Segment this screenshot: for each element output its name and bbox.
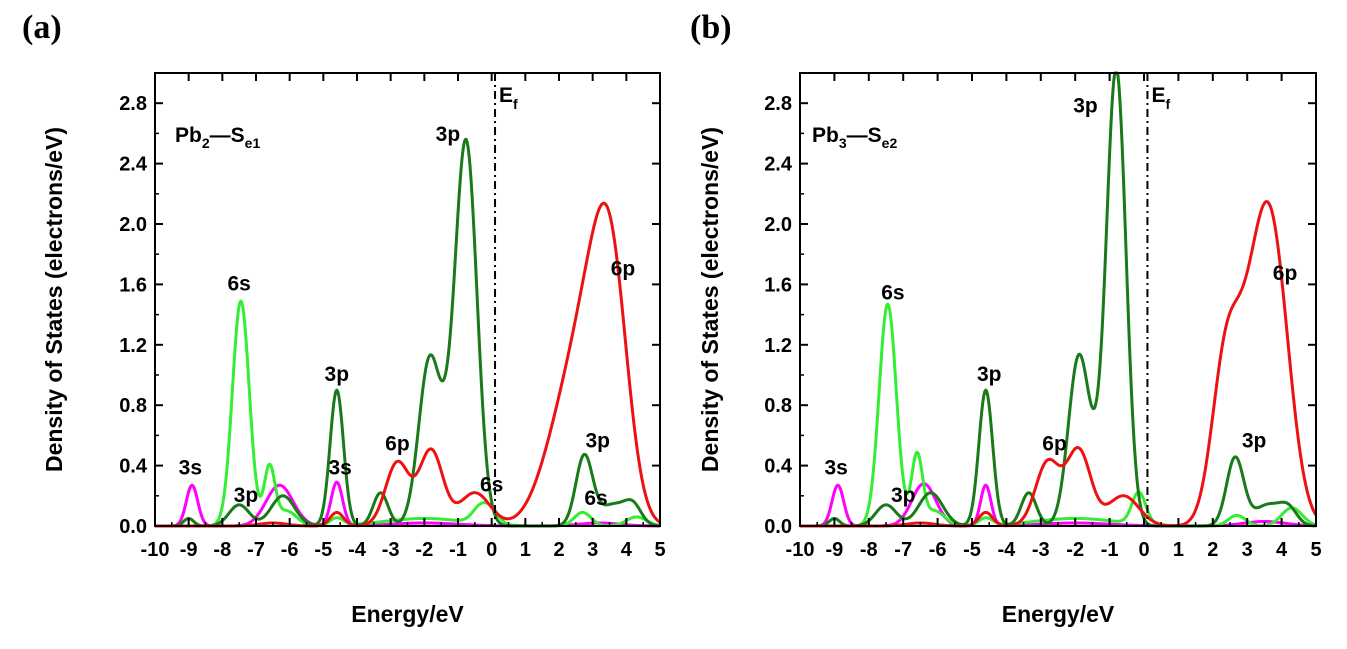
orbital-annotation: 3p (436, 123, 461, 146)
x-tick-label: 2 (1207, 539, 1218, 561)
x-tick-label: 1 (520, 539, 531, 561)
x-tick-label: -8 (213, 539, 231, 561)
orbital-annotation: 6s (584, 487, 607, 510)
x-tick-label: -6 (929, 539, 947, 561)
orbital-annotation: 6p (611, 257, 636, 280)
orbital-annotation: 6p (1273, 262, 1298, 285)
dos-curve-1 (799, 302, 1317, 528)
y-axis-title: Density of States (electrons/eV) (697, 127, 723, 472)
x-tick-label: -3 (1032, 539, 1050, 561)
x-tick-label: 3 (1242, 539, 1253, 561)
y-axis-title: Density of States (electrons/eV) (41, 127, 67, 472)
y-tick-label: 2.8 (764, 93, 792, 115)
x-tick-label: -3 (382, 539, 400, 561)
x-tick-label: -9 (180, 539, 198, 561)
y-tick-label: 1.2 (119, 335, 147, 357)
x-tick-label: -2 (1066, 539, 1084, 561)
y-tick-label: 1.6 (764, 274, 792, 296)
orbital-annotation: 6p (1042, 433, 1067, 456)
x-axis-title: Energy/eV (1002, 601, 1115, 627)
y-tick-label: 0.8 (764, 395, 792, 417)
dos-curve-3 (799, 200, 1318, 528)
y-tick-label: 1.6 (119, 274, 147, 296)
y-tick-label: 2.0 (764, 214, 792, 236)
fermi-label: Ef (499, 84, 518, 112)
x-tick-label: -8 (860, 539, 878, 561)
x-tick-label: 0 (1138, 539, 1149, 561)
y-tick-label: 2.4 (764, 154, 793, 176)
orbital-annotation: 3p (234, 484, 259, 507)
x-tick-label: -9 (826, 539, 844, 561)
x-axis-title: Energy/eV (351, 601, 464, 627)
orbital-annotation: 3p (585, 429, 610, 452)
fermi-label: Ef (1151, 84, 1170, 112)
x-tick-label: 0 (486, 539, 497, 561)
y-tick-label: 0.4 (764, 456, 793, 478)
x-tick-label: -1 (449, 539, 467, 561)
orbital-annotation: 3p (1073, 94, 1098, 117)
y-tick-label: 0.0 (764, 516, 792, 538)
dos-curve-1 (154, 299, 661, 528)
x-tick-label: 1 (1173, 539, 1184, 561)
x-tick-label: 4 (621, 539, 633, 561)
orbital-annotation: 6s (881, 282, 904, 305)
dos-panel-a: -10 -9 -8 -7 -6 -5 -4 -3 -2 -1 0 1 2 3 4 50.00.40.81.21… (22, 9, 666, 627)
dos-curve-2 (154, 137, 661, 528)
orbital-annotation: 3p (891, 484, 916, 507)
orbital-annotation: 6p (385, 433, 410, 456)
x-tick-label: -5 (963, 539, 981, 561)
y-tick-label: 0.8 (119, 395, 147, 417)
orbital-annotation: 3s (328, 457, 351, 480)
orbital-annotation: 3p (977, 363, 1002, 386)
y-tick-label: 2.0 (119, 214, 147, 236)
x-tick-label: 2 (553, 539, 564, 561)
panel-label: (b) (690, 9, 732, 46)
orbital-annotation: 6s (480, 473, 503, 496)
x-tick-label: -7 (247, 539, 265, 561)
x-tick-label: -2 (415, 539, 433, 561)
x-tick-label: -10 (786, 539, 815, 561)
orbital-annotation: 3s (824, 457, 847, 480)
system-label: Pb3—Se2 (812, 124, 897, 151)
panel-label: (a) (22, 9, 62, 46)
x-tick-label: 3 (587, 539, 598, 561)
dos-curve-3 (154, 201, 661, 528)
x-tick-label: 5 (654, 539, 665, 561)
y-tick-label: 1.2 (764, 335, 792, 357)
orbital-annotation: 3p (1242, 429, 1267, 452)
y-tick-label: 0.4 (119, 456, 148, 478)
x-tick-label: 5 (1310, 539, 1321, 561)
system-label: Pb2—Se1 (175, 124, 260, 151)
dos-panel-b: -10 -9 -8 -7 -6 -5 -4 -3 -2 -1 0 1 2 3 4 50.00.40.81.21… (690, 9, 1322, 627)
x-tick-label: -4 (348, 539, 367, 561)
x-tick-label: -4 (998, 539, 1017, 561)
x-tick-label: -6 (281, 539, 299, 561)
y-tick-label: 2.4 (119, 154, 148, 176)
x-tick-label: -7 (894, 539, 912, 561)
y-tick-label: 2.8 (119, 93, 147, 115)
x-tick-label: -10 (141, 539, 170, 561)
y-tick-label: 0.0 (119, 516, 147, 538)
orbital-annotation: 3p (325, 363, 350, 386)
x-tick-label: 4 (1276, 539, 1288, 561)
dos-curve-2 (799, 71, 1317, 528)
x-tick-label: -5 (314, 539, 332, 561)
orbital-annotation: 3s (179, 457, 202, 480)
x-tick-label: -1 (1101, 539, 1119, 561)
orbital-annotation: 6s (227, 272, 250, 295)
